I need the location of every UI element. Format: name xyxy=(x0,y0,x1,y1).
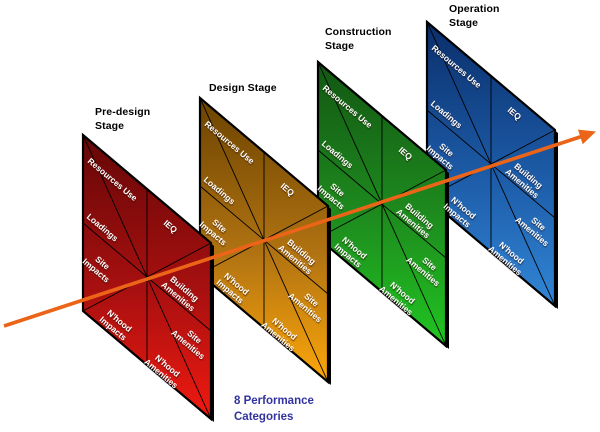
sector-dividers xyxy=(82,134,212,420)
performance-categories-caption: 8 Performance Categories xyxy=(234,395,314,423)
stage-label-predesign: Pre-design Stage xyxy=(95,106,151,132)
timeline-arrow-shaft xyxy=(3,134,584,328)
stage-label-construction: Construction Stage xyxy=(325,26,392,52)
timeline-arrow xyxy=(3,129,596,328)
timeline-arrowhead-icon xyxy=(578,129,596,145)
panel-construction-stage xyxy=(316,59,449,349)
stage-label-operation: Operation Stage xyxy=(449,3,500,29)
panel-predesign-stage xyxy=(81,132,214,422)
stage-label-design: Design Stage xyxy=(209,82,277,94)
sector-dividers xyxy=(317,61,447,347)
sector-dividers xyxy=(426,21,556,307)
